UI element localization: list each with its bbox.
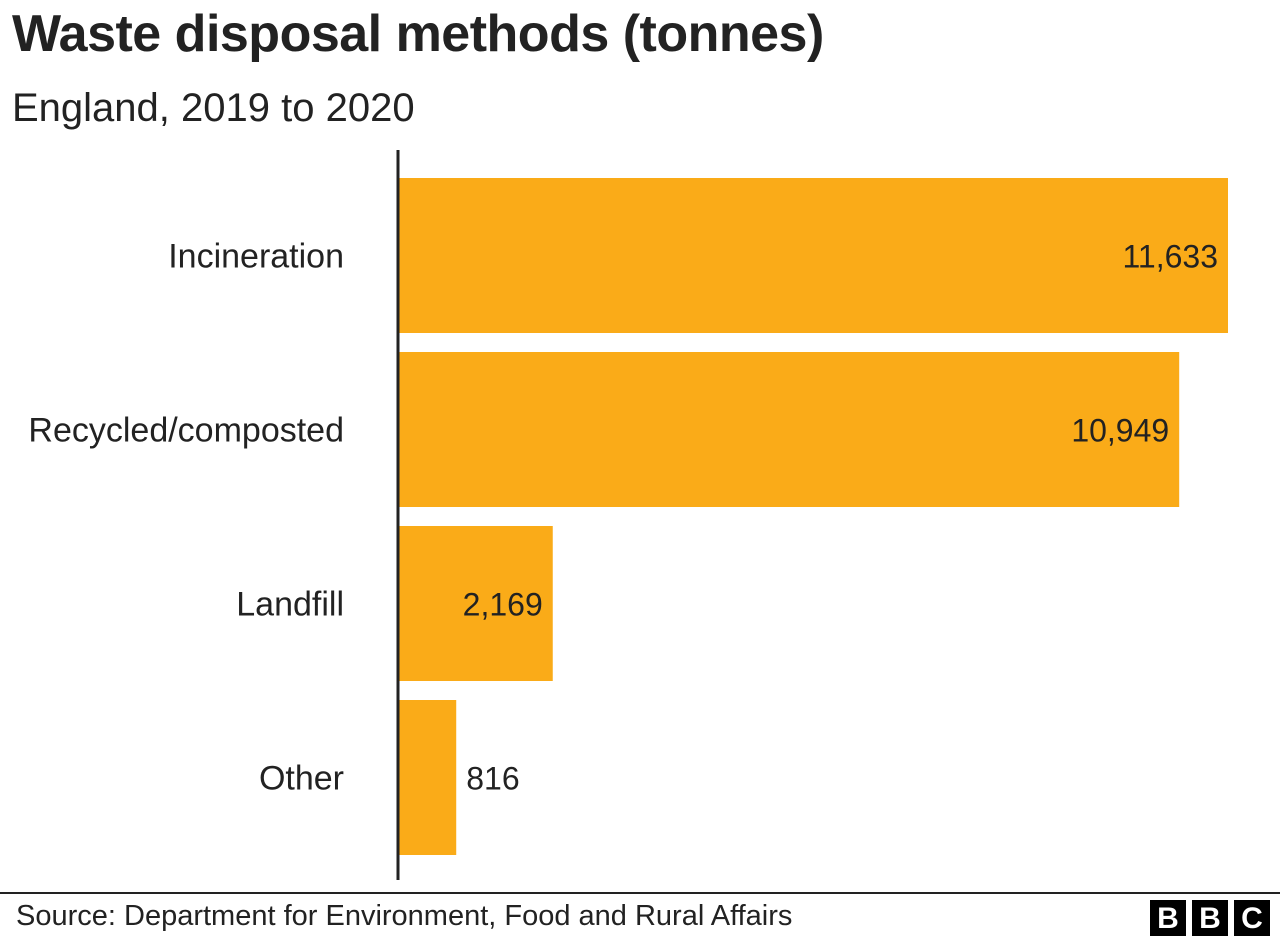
bar-chart: Incineration 11,633 Recycled/composted 10,9… bbox=[28, 150, 1228, 880]
logo-letter-b2: B bbox=[1192, 900, 1228, 936]
logo-letter-c: C bbox=[1234, 900, 1270, 936]
chart-title: Waste disposal methods (tonnes) bbox=[12, 5, 824, 63]
logo-letter-b1: B bbox=[1150, 900, 1186, 936]
category-label: Other bbox=[259, 760, 344, 798]
bar-incineration bbox=[398, 178, 1228, 333]
value-label: 816 bbox=[466, 761, 519, 797]
bar-other bbox=[398, 700, 457, 855]
value-label: 10,949 bbox=[1071, 413, 1169, 449]
category-label: Landfill bbox=[236, 586, 344, 624]
category-label: Recycled/composted bbox=[28, 412, 344, 450]
value-label: 11,633 bbox=[1123, 239, 1219, 275]
bbc-logo: B B C bbox=[1150, 900, 1270, 936]
bar-landfill bbox=[398, 526, 553, 681]
category-label: Incineration bbox=[168, 238, 344, 276]
chart-subtitle: England, 2019 to 2020 bbox=[12, 86, 415, 130]
footer-divider bbox=[0, 892, 1280, 894]
bar-recycled-composted bbox=[398, 352, 1180, 507]
source-note: Source: Department for Environment, Food… bbox=[16, 900, 793, 932]
value-label: 2,169 bbox=[463, 587, 543, 623]
